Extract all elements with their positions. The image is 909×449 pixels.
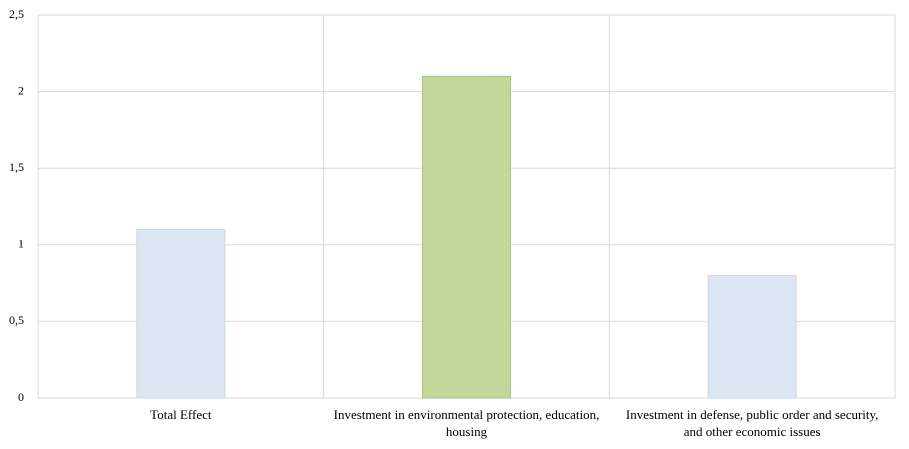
bar [136, 228, 226, 399]
y-tick-label: 2 [18, 83, 24, 97]
x-tick-label: Total Effect [150, 407, 212, 422]
y-tick-label: 1,5 [9, 160, 24, 174]
y-tick-label: 1 [18, 237, 24, 251]
x-tick-label: Investment in defense, public order and … [625, 407, 879, 439]
x-tick-label: Investment in environmental protection, … [333, 407, 600, 439]
bar [422, 75, 511, 399]
y-tick-label: 2,5 [9, 7, 24, 21]
bar [707, 274, 797, 399]
y-tick-label: 0 [18, 390, 24, 404]
y-tick-label: 0,5 [9, 313, 24, 327]
